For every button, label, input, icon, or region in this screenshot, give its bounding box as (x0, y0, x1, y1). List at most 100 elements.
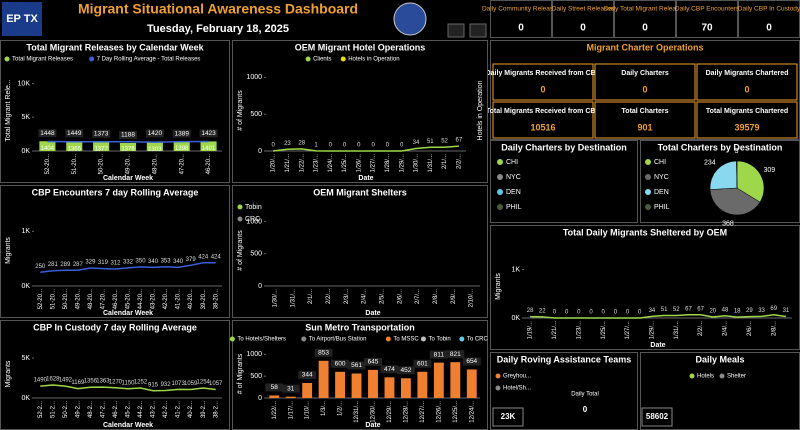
kpi-box (490, 0, 552, 38)
legend-swatch (497, 174, 503, 180)
data-label: 67 (456, 138, 463, 144)
data-label: 0 (614, 310, 618, 316)
y-tick-label: 5K (21, 355, 30, 362)
charter-kpi-label: Total Migrants Received from CBP (486, 108, 601, 115)
y-tick-label: 1K (21, 228, 30, 235)
legend-label: Greyhou... (503, 374, 531, 380)
data-label: 0 (400, 143, 404, 149)
x-tick-label: 1/31/... (428, 154, 434, 173)
data-label: 601 (417, 360, 428, 367)
y-tick-label: 1000 (246, 351, 262, 358)
legend-label: 7 Day Rolling Average - Total Releases (97, 57, 201, 63)
x-tick-label: 44-20... (138, 289, 144, 310)
charter-kpi-value: 901 (637, 122, 652, 132)
legend-label: Hotels (697, 374, 714, 380)
x-tick-label: 1/20/... (271, 154, 277, 173)
charter-kpi-box (492, 63, 594, 101)
legend-swatch (495, 385, 501, 391)
data-label: 31 (783, 308, 790, 314)
data-label: 821 (450, 351, 461, 358)
data-label-bg (281, 384, 300, 393)
y-tick-label: 1000 (246, 218, 262, 225)
logo: EP TX (6, 13, 38, 25)
charter-kpi-label: Total Migrants Chartered (706, 108, 788, 115)
data-label: 52 (673, 307, 680, 313)
data-label: 28 (298, 141, 305, 147)
data-label: 28 (527, 308, 534, 314)
panel (0, 185, 230, 318)
y-tick-label: 0K (21, 148, 30, 155)
x-tick-label: 38-20... (213, 289, 219, 310)
data-label: 329 (85, 260, 96, 266)
data-label-bg (462, 357, 481, 366)
x-tick-label: 1/2/... (338, 401, 344, 416)
x-tick-label: 1/24/... (328, 154, 334, 173)
legend-label: PHIL (506, 204, 522, 211)
data-label: 67 (697, 306, 704, 312)
data-label: 20 (709, 309, 716, 315)
data-label: 234 (704, 160, 716, 167)
x-tick-label: 12/27/... (420, 401, 426, 423)
x-tick-label: 39-2... (201, 401, 207, 418)
bar (93, 141, 110, 151)
data-label: 51 (661, 307, 668, 313)
panel (232, 185, 488, 318)
legend-swatch (237, 216, 243, 222)
legend-label: To MSSC (393, 337, 419, 343)
data-label: 645 (368, 359, 379, 366)
x-tick-label: 12/30/... (371, 401, 377, 423)
data-label: 287 (73, 262, 84, 268)
meals-value: 58602 (646, 412, 669, 421)
total-value: 23K (501, 412, 516, 421)
y-tick-label: 0 (258, 395, 262, 402)
data-label: 0 (565, 310, 569, 316)
data-label: 31 (287, 385, 295, 392)
x-tick-label: 40-20... (188, 289, 194, 310)
bar (368, 369, 378, 398)
legend-label: CRC (245, 216, 260, 223)
data-label: 1150 (122, 380, 136, 386)
data-label: 0 (343, 143, 347, 149)
kpi-value: 70 (701, 23, 713, 34)
x-tick-label: 50-2... (63, 401, 69, 418)
legend-swatch (459, 336, 465, 342)
data-label-bg (429, 350, 448, 359)
data-label-bg (364, 357, 382, 366)
x-tick-label: 49-20... (126, 154, 132, 175)
y-tick-label: 0K (21, 283, 30, 290)
charter-kpi-value: 0 (744, 84, 749, 94)
data-label: 424 (198, 254, 209, 260)
legend-label: To CRC (467, 337, 489, 343)
kpi-label: Daily CBP In Custody (738, 6, 800, 13)
pie-slice (736, 160, 738, 189)
pie-slice (709, 160, 738, 190)
x-tick-label: 2/2/... (456, 154, 462, 169)
y-axis-label: # of Migrants (237, 353, 244, 394)
bar (351, 373, 362, 398)
charter-kpi-label: Daily Migrants Chartered (706, 70, 789, 77)
kpi-box (738, 0, 800, 38)
legend-swatch (689, 373, 695, 379)
y-tick-label: 0K (511, 315, 520, 322)
panel-title: Migrant Charter Operations (586, 42, 703, 52)
data-label: 3 (735, 148, 739, 155)
data-label: 1 (314, 143, 318, 149)
x-tick-label: 12/26/... (436, 401, 442, 423)
data-label: 0 (638, 310, 642, 316)
filter-button[interactable] (447, 23, 465, 38)
data-label: 1376 (121, 146, 135, 152)
x-tick-label: 1/25/... (601, 321, 607, 340)
data-label: 1423 (201, 130, 216, 137)
focus-button[interactable] (469, 23, 487, 38)
panel-title: Sun Metro Transportation (305, 322, 415, 332)
panel (232, 40, 488, 183)
charter-kpi-value: 0 (540, 84, 545, 94)
data-label-bg (380, 365, 399, 374)
x-tick-label: 2/2/... (698, 321, 704, 336)
x-tick-label: 2/2/... (326, 289, 332, 304)
y-tick-label: 0 (258, 148, 262, 155)
x-tick-label: 52-2... (38, 401, 44, 418)
legend-label: NYC (654, 174, 669, 181)
